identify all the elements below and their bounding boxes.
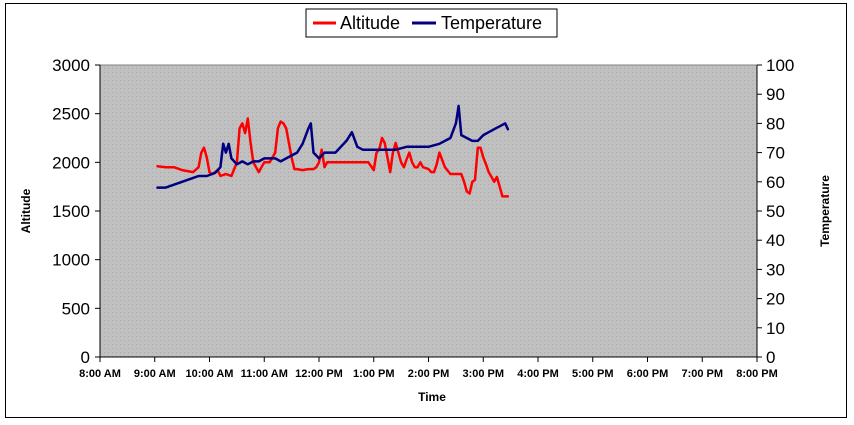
legend-label-altitude: Altitude xyxy=(340,13,400,33)
x-tick-label: 8:00 AM xyxy=(79,368,121,380)
right-y-tick-label: 40 xyxy=(766,231,785,250)
left-y-ticks: 0 500 1000 1500 2000 2500 3000 xyxy=(52,56,100,367)
left-y-tick-label: 2500 xyxy=(52,105,90,124)
legend-label-temperature: Temperature xyxy=(441,13,542,33)
legend: Altitude Temperature xyxy=(305,8,558,38)
right-y-tick-label: 50 xyxy=(766,202,785,221)
x-axis-title: Time xyxy=(418,390,446,404)
left-y-tick-label: 1500 xyxy=(52,202,90,221)
left-y-tick-label: 2000 xyxy=(52,153,90,172)
x-ticks: 8:00 AM 9:00 AM 10:00 AM 11:00 AM 12:00 PM 1:… xyxy=(79,357,778,380)
x-tick-label: 5:00 PM xyxy=(572,368,614,380)
right-y-tick-label: 20 xyxy=(766,290,785,309)
series-layer xyxy=(156,104,510,198)
plot-area xyxy=(99,64,758,358)
right-y-tick-label: 30 xyxy=(766,260,785,279)
x-tick-label: 6:00 PM xyxy=(627,368,669,380)
right-y-tick-label: 10 xyxy=(766,319,785,338)
x-tick-label: 7:00 PM xyxy=(681,368,723,380)
x-tick-label: 4:00 PM xyxy=(517,368,559,380)
left-y-axis-title: Altitude xyxy=(19,188,33,233)
x-tick-label: 10:00 AM xyxy=(186,368,234,380)
left-y-tick-label: 1000 xyxy=(52,251,90,270)
series-line-altitude xyxy=(156,117,510,198)
series-line-temperature xyxy=(156,104,510,189)
x-tick-label: 9:00 AM xyxy=(134,368,176,380)
x-tick-label: 3:00 PM xyxy=(462,368,504,380)
right-y-tick-label: 70 xyxy=(766,144,785,163)
right-y-axis-title: Temperature xyxy=(818,175,832,247)
right-y-tick-label: 100 xyxy=(766,56,794,75)
x-tick-label: 8:00 PM xyxy=(736,368,778,380)
right-y-tick-label: 60 xyxy=(766,173,785,192)
left-y-tick-label: 0 xyxy=(81,348,90,367)
right-y-tick-label: 0 xyxy=(766,348,775,367)
right-y-tick-label: 80 xyxy=(766,114,785,133)
x-tick-label: 1:00 PM xyxy=(353,368,395,380)
left-y-tick-label: 3000 xyxy=(52,56,90,75)
x-tick-label: 11:00 AM xyxy=(241,368,288,380)
left-y-tick-label: 500 xyxy=(62,299,90,318)
x-tick-label: 12:00 PM xyxy=(295,368,343,380)
x-tick-label: 2:00 PM xyxy=(408,368,450,380)
right-y-tick-label: 90 xyxy=(766,85,785,104)
right-y-ticks: 0 10 20 30 40 50 60 70 80 90 100 xyxy=(757,56,794,367)
